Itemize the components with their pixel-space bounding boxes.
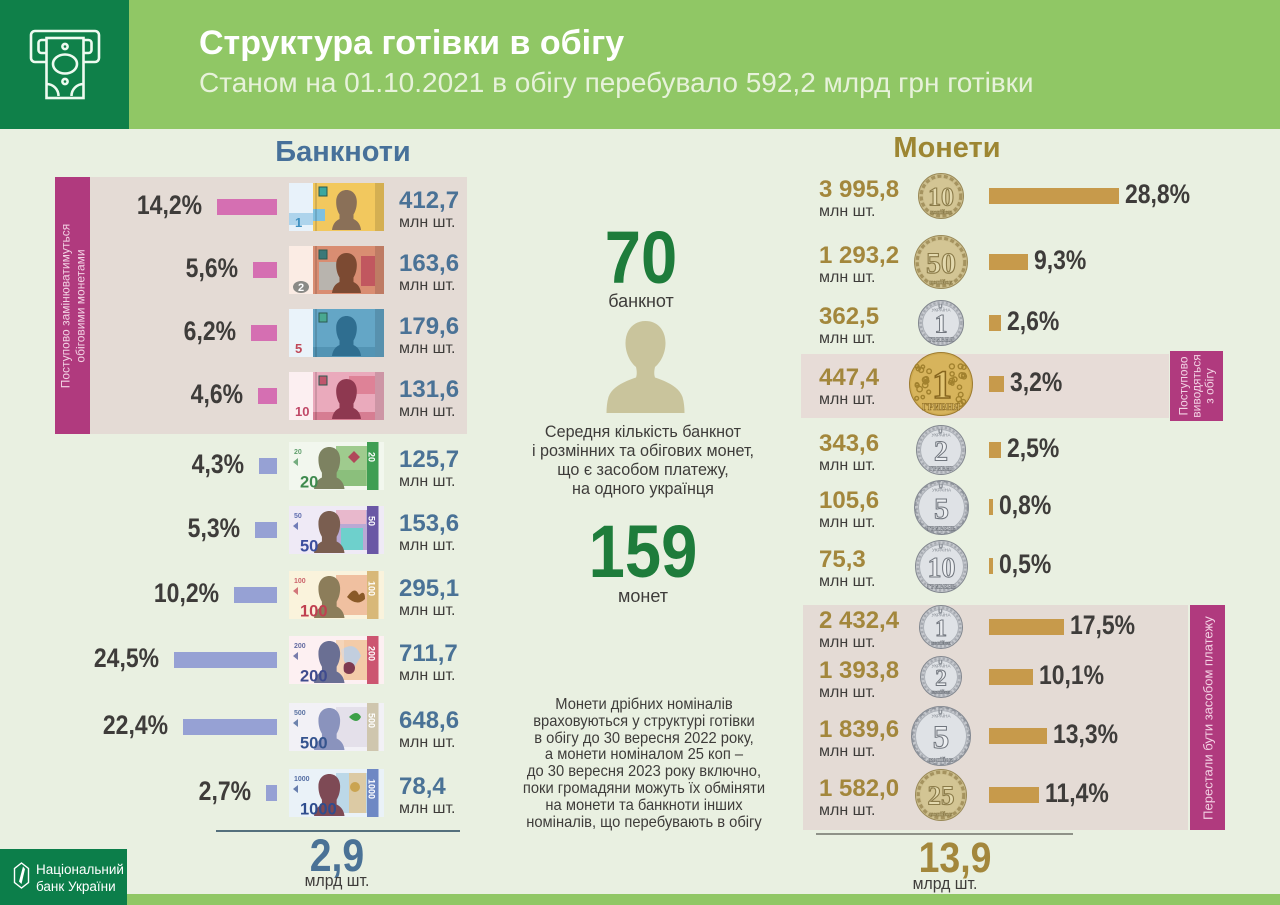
svg-text:10: 10: [295, 404, 309, 419]
svg-text:100: 100: [300, 603, 328, 620]
svg-text:1: 1: [935, 616, 947, 642]
svg-text:копійок: копійок: [929, 279, 952, 286]
svg-text:100: 100: [367, 581, 377, 596]
svg-text:10: 10: [928, 182, 954, 211]
svg-text:1: 1: [932, 362, 952, 407]
svg-text:20: 20: [300, 474, 318, 491]
svg-text:УКРАЇНА: УКРАЇНА: [931, 432, 951, 438]
svg-text:500: 500: [294, 710, 306, 717]
svg-text:УКРАЇНА: УКРАЇНА: [931, 713, 951, 719]
svg-text:УКРАЇНА: УКРАЇНА: [932, 547, 952, 553]
svg-text:УКРАЇНА: УКРАЇНА: [932, 487, 952, 493]
svg-text:200: 200: [294, 643, 306, 650]
svg-text:10: 10: [928, 553, 956, 584]
svg-text:копійок: копійок: [929, 757, 953, 764]
svg-text:50: 50: [926, 247, 956, 280]
svg-text:УКРАЇНА: УКРАЇНА: [931, 612, 951, 618]
svg-text:500: 500: [367, 713, 377, 728]
svg-text:1000: 1000: [367, 779, 377, 799]
svg-text:1000: 1000: [300, 801, 337, 818]
svg-text:500: 500: [300, 735, 328, 752]
svg-text:200: 200: [367, 646, 377, 661]
svg-text:20: 20: [294, 449, 302, 456]
svg-text:ГРИВЕНЬ: ГРИВЕНЬ: [927, 527, 956, 533]
svg-text:УКРАЇНА: УКРАЇНА: [931, 663, 951, 669]
svg-text:копійок: копійок: [930, 811, 953, 818]
svg-text:100: 100: [294, 578, 306, 585]
svg-text:ГРИВНЯ: ГРИВНЯ: [922, 402, 960, 412]
svg-text:копійок: копійок: [930, 209, 952, 216]
svg-text:ГРИВНЯ: ГРИВНЯ: [928, 338, 954, 344]
svg-text:25: 25: [928, 781, 955, 811]
svg-text:1: 1: [935, 310, 948, 339]
svg-text:50: 50: [300, 538, 318, 555]
svg-text:2: 2: [934, 436, 948, 467]
svg-text:ГРИВЕНЬ: ГРИВЕНЬ: [927, 585, 956, 591]
svg-text:2: 2: [935, 666, 947, 691]
svg-text:1000: 1000: [294, 776, 310, 783]
svg-text:копійок: копійок: [931, 640, 951, 647]
svg-text:5: 5: [934, 493, 949, 526]
svg-text:200: 200: [300, 668, 328, 685]
svg-text:50: 50: [294, 513, 302, 520]
svg-text:2: 2: [298, 282, 304, 294]
svg-text:УКРАЇНА: УКРАЇНА: [931, 307, 951, 313]
svg-text:1: 1: [295, 215, 302, 230]
svg-text:копійок: копійок: [932, 689, 951, 696]
svg-text:5: 5: [933, 720, 950, 756]
svg-text:5: 5: [295, 341, 302, 356]
svg-text:ГРИВНІ: ГРИВНІ: [929, 467, 953, 473]
svg-text:20: 20: [367, 452, 377, 462]
svg-text:50: 50: [367, 516, 377, 526]
